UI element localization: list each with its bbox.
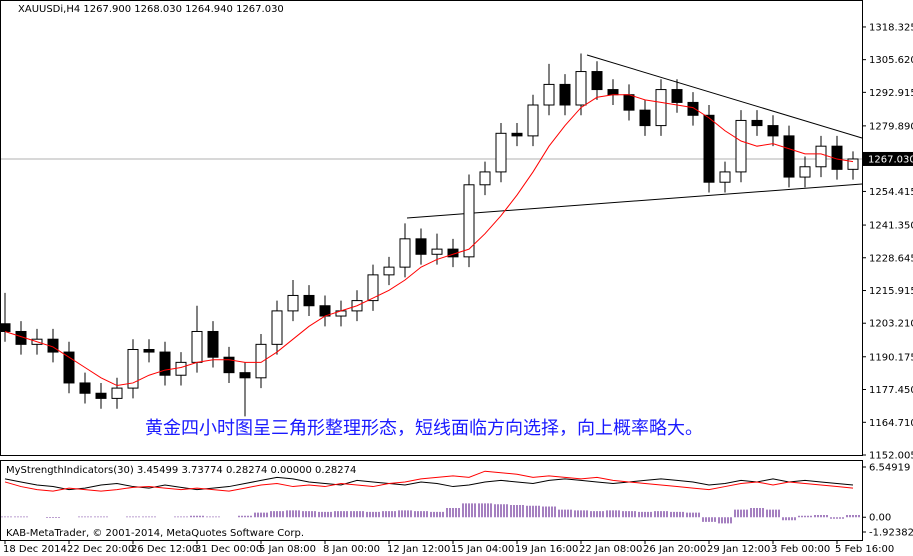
x-tick-label: 26 Jan 20:00 [643,544,706,555]
candle-body [463,184,475,258]
y-tick-label: -1.92382 [869,528,913,539]
candle-body [479,171,491,186]
candle-body [159,351,171,376]
candle-body [575,71,587,106]
candle-body [255,343,267,379]
candle-body [671,89,683,103]
candle-body [239,372,251,379]
candle-body [95,392,107,399]
candle-body [495,132,507,173]
y-tick-label: 1292.915 [869,88,913,99]
candle-body [367,274,379,302]
indicator-title: MyStrengthIndicators(30) 3.45499 3.73774… [6,465,356,476]
candle-body [303,294,315,307]
candle-body [127,348,139,389]
candle-body [415,238,427,255]
x-tick-label: 31 Dec 00:00 [195,544,262,555]
y-tick-label: 1177.450 [869,385,913,396]
x-tick-label: 3 Feb 00:00 [771,544,830,555]
x-tick-label: 19 Jan 16:00 [515,544,578,555]
candle-body [735,119,747,173]
x-tick-label: 22 Jan 08:00 [579,544,642,555]
candle-body [383,266,395,276]
x-tick-label: 12 Jan 12:00 [387,544,450,555]
x-tick-label: 29 Jan 12:00 [707,544,770,555]
x-tick-label: 5 Jan 08:00 [259,544,316,555]
x-tick-label: 18 Dec 2014 [3,544,67,555]
x-tick-label: 22 Dec 20:00 [67,544,134,555]
indicator-line [4,476,854,491]
candle-body [751,119,763,127]
y-tick-label: 1305.620 [869,55,913,66]
candle-body [687,101,699,116]
candle-body [207,330,219,358]
main-frame [0,0,863,456]
candle-body [79,382,91,394]
candle-body [175,361,187,376]
candle-body [63,351,75,384]
candle-body [287,294,299,312]
x-tick-label: 26 Dec 12:00 [131,544,198,555]
candle-body [847,158,859,170]
candle-body [703,114,715,183]
moving-average [4,94,854,387]
candle-body [559,83,571,106]
y-tick-label: 1164.710 [869,418,913,429]
x-tick-label: 15 Jan 04:00 [451,544,514,555]
candle-body [111,387,123,399]
candle-body [399,238,411,268]
candle-body [799,166,811,178]
y-tick-label: 1152.005 [869,451,913,462]
y-tick-label: 1215.915 [869,286,913,297]
candle-body [543,83,555,106]
y-tick-label: 1279.890 [869,121,913,132]
y-tick-label: 1318.325 [869,22,913,33]
candle-body [431,248,443,255]
candle-body [143,348,155,353]
candle-body [0,323,11,332]
y-tick-label: 6.54919 [869,463,910,474]
chart-title: XAUUSDi,H4 1267.900 1268.030 1264.940 12… [18,4,284,15]
candle-body [511,132,523,137]
current-price-box [863,151,913,166]
y-tick-label: 0.00 [869,513,891,524]
y-tick-label: 1190.175 [869,352,913,363]
candle-body [655,89,667,127]
candle-body [767,125,779,137]
candle-body [783,135,795,178]
x-tick-label: 5 Feb 16:00 [835,544,894,555]
y-tick-label: 1254.415 [869,187,913,198]
candle-body [623,94,635,111]
current-price-label: 1267.030 [868,154,913,165]
trend-line-upper [586,54,863,139]
x-tick-label: 8 Jan 00:00 [323,544,380,555]
candle-body [639,109,651,127]
y-tick-label: 1228.645 [869,253,913,264]
candle-body [815,145,827,168]
candle-body [191,330,203,363]
y-tick-label: 1203.210 [869,319,913,330]
candle-body [607,89,619,96]
candle-body [271,310,283,345]
y-tick-label: 1241.350 [869,221,913,232]
footer: KAB-MetaTrader, © 2001-2014, MetaQuotes … [6,528,304,539]
candle-body [591,71,603,91]
trend-line-lower [406,183,863,219]
candle-body [223,356,235,374]
indicator-line [4,470,854,492]
candle-body [527,104,539,137]
candle-body [719,171,731,183]
indicator-frame [0,460,863,541]
annotation: 黄金四小时图呈三角形整理形态，短线面临方向选择，向上概率略大。 [145,418,703,439]
